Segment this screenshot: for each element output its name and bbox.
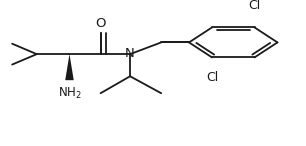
Text: O: O: [95, 17, 106, 30]
Polygon shape: [65, 54, 74, 80]
Text: Cl: Cl: [206, 71, 218, 84]
Text: NH$_2$: NH$_2$: [58, 86, 81, 101]
Text: N: N: [125, 47, 135, 60]
Text: Cl: Cl: [248, 0, 261, 12]
